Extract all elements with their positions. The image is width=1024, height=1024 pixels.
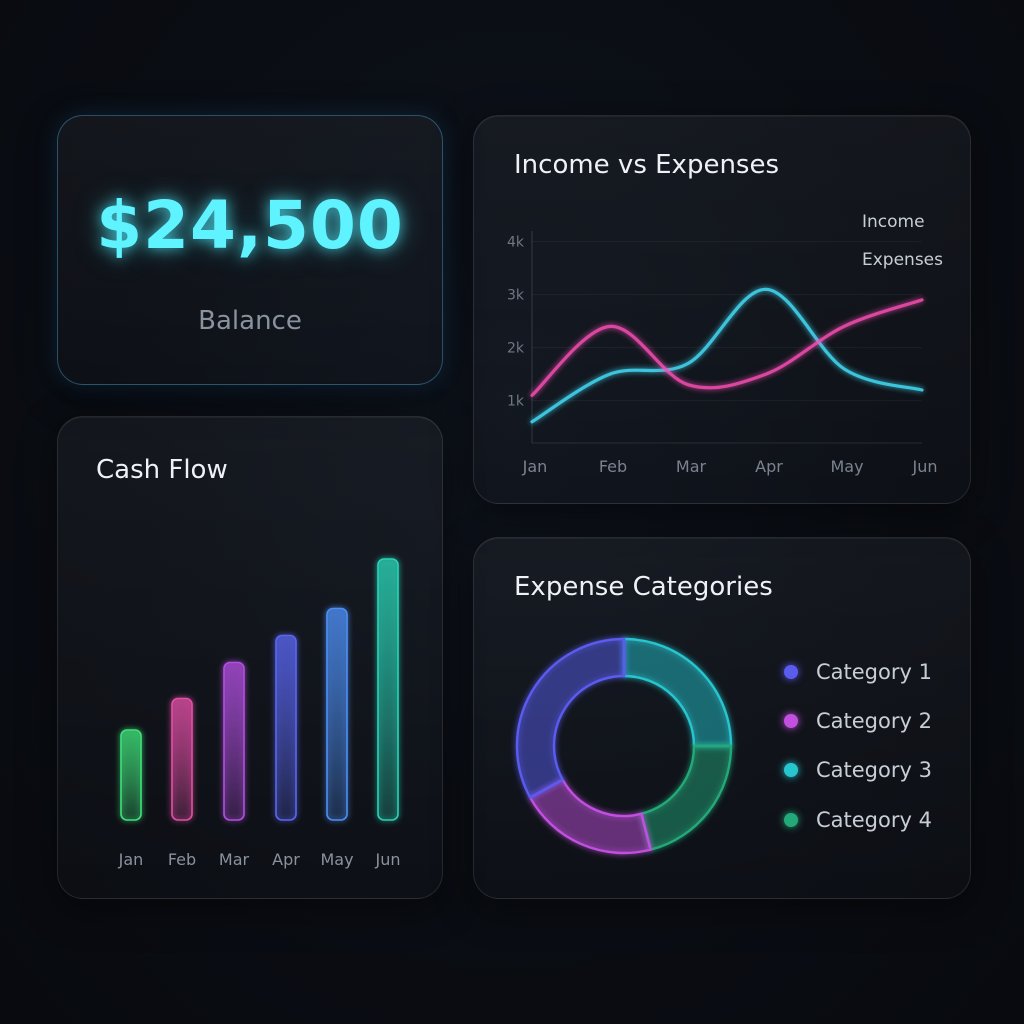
x-tick-label: Mar bbox=[219, 850, 250, 869]
balance-amount: $24,500 bbox=[96, 187, 404, 264]
x-tick-label: Jun bbox=[912, 457, 938, 476]
x-tick-label: Apr bbox=[755, 457, 783, 476]
balance-card: $24,500 Balance bbox=[57, 115, 443, 385]
bar-jun bbox=[377, 558, 399, 821]
y-tick-label: 1k bbox=[507, 394, 525, 410]
expense-categories-title: Expense Categories bbox=[514, 572, 773, 602]
income-expenses-title: Income vs Expenses bbox=[514, 150, 780, 180]
category-2-dot bbox=[784, 714, 798, 728]
bar-may bbox=[326, 607, 348, 821]
legend-category-2: Category 2 bbox=[784, 709, 932, 733]
income-expenses-chart: 1k 2k 3k 4k Jan Feb Mar Apr May Jun Income Expens… bbox=[507, 212, 943, 476]
cash-flow-chart: Jan Feb Mar Apr May Jun bbox=[118, 558, 401, 869]
x-tick-label: Mar bbox=[676, 457, 707, 476]
category-3-label: Category 3 bbox=[816, 758, 932, 782]
legend-category-3: Category 3 bbox=[784, 758, 932, 782]
category-4-label: Category 4 bbox=[816, 808, 932, 832]
bar-mar bbox=[223, 661, 245, 821]
x-tick-label: Feb bbox=[168, 850, 196, 869]
balance-label: Balance bbox=[198, 306, 302, 336]
y-tick-label: 3k bbox=[507, 288, 525, 304]
y-tick-label: 4k bbox=[507, 235, 525, 251]
donut-slice-4 bbox=[640, 744, 733, 851]
category-3-dot bbox=[784, 763, 798, 777]
donut-slice-3 bbox=[622, 637, 733, 748]
x-tick-label: Feb bbox=[599, 457, 627, 476]
x-tick-label: Jun bbox=[375, 850, 401, 869]
donut-slice-1 bbox=[515, 637, 626, 799]
expense-categories-card: Expense Categories Category 1 Category 2… bbox=[473, 537, 971, 899]
x-tick-label: May bbox=[830, 457, 863, 476]
category-2-label: Category 2 bbox=[816, 709, 932, 733]
series-line-income bbox=[530, 287, 924, 424]
category-1-dot bbox=[784, 665, 798, 679]
x-tick-label: Jan bbox=[522, 457, 548, 476]
bar-feb bbox=[171, 697, 193, 821]
donut-slice-2 bbox=[529, 778, 652, 855]
series-line-expenses bbox=[530, 298, 924, 397]
bar-apr bbox=[275, 634, 297, 821]
bar-jan bbox=[120, 729, 142, 821]
legend-category-4: Category 4 bbox=[784, 808, 932, 832]
cash-flow-card: Cash Flow Jan Feb Mar Apr May Jun bbox=[57, 416, 443, 899]
x-tick-label: May bbox=[320, 850, 353, 869]
category-4-dot bbox=[784, 813, 798, 827]
cash-flow-title: Cash Flow bbox=[96, 455, 228, 485]
legend-label-income: Income bbox=[862, 212, 925, 232]
x-tick-label: Jan bbox=[118, 850, 144, 869]
x-tick-label: Apr bbox=[272, 850, 300, 869]
category-1-label: Category 1 bbox=[816, 660, 932, 684]
income-expenses-card: Income vs Expenses 1k 2k 3k 4k Jan Feb Mar Apr… bbox=[473, 115, 971, 504]
legend-category-1: Category 1 bbox=[784, 660, 932, 684]
legend-label-expenses: Expenses bbox=[862, 250, 943, 270]
y-tick-label: 2k bbox=[507, 341, 525, 357]
expense-categories-donut bbox=[515, 637, 733, 855]
